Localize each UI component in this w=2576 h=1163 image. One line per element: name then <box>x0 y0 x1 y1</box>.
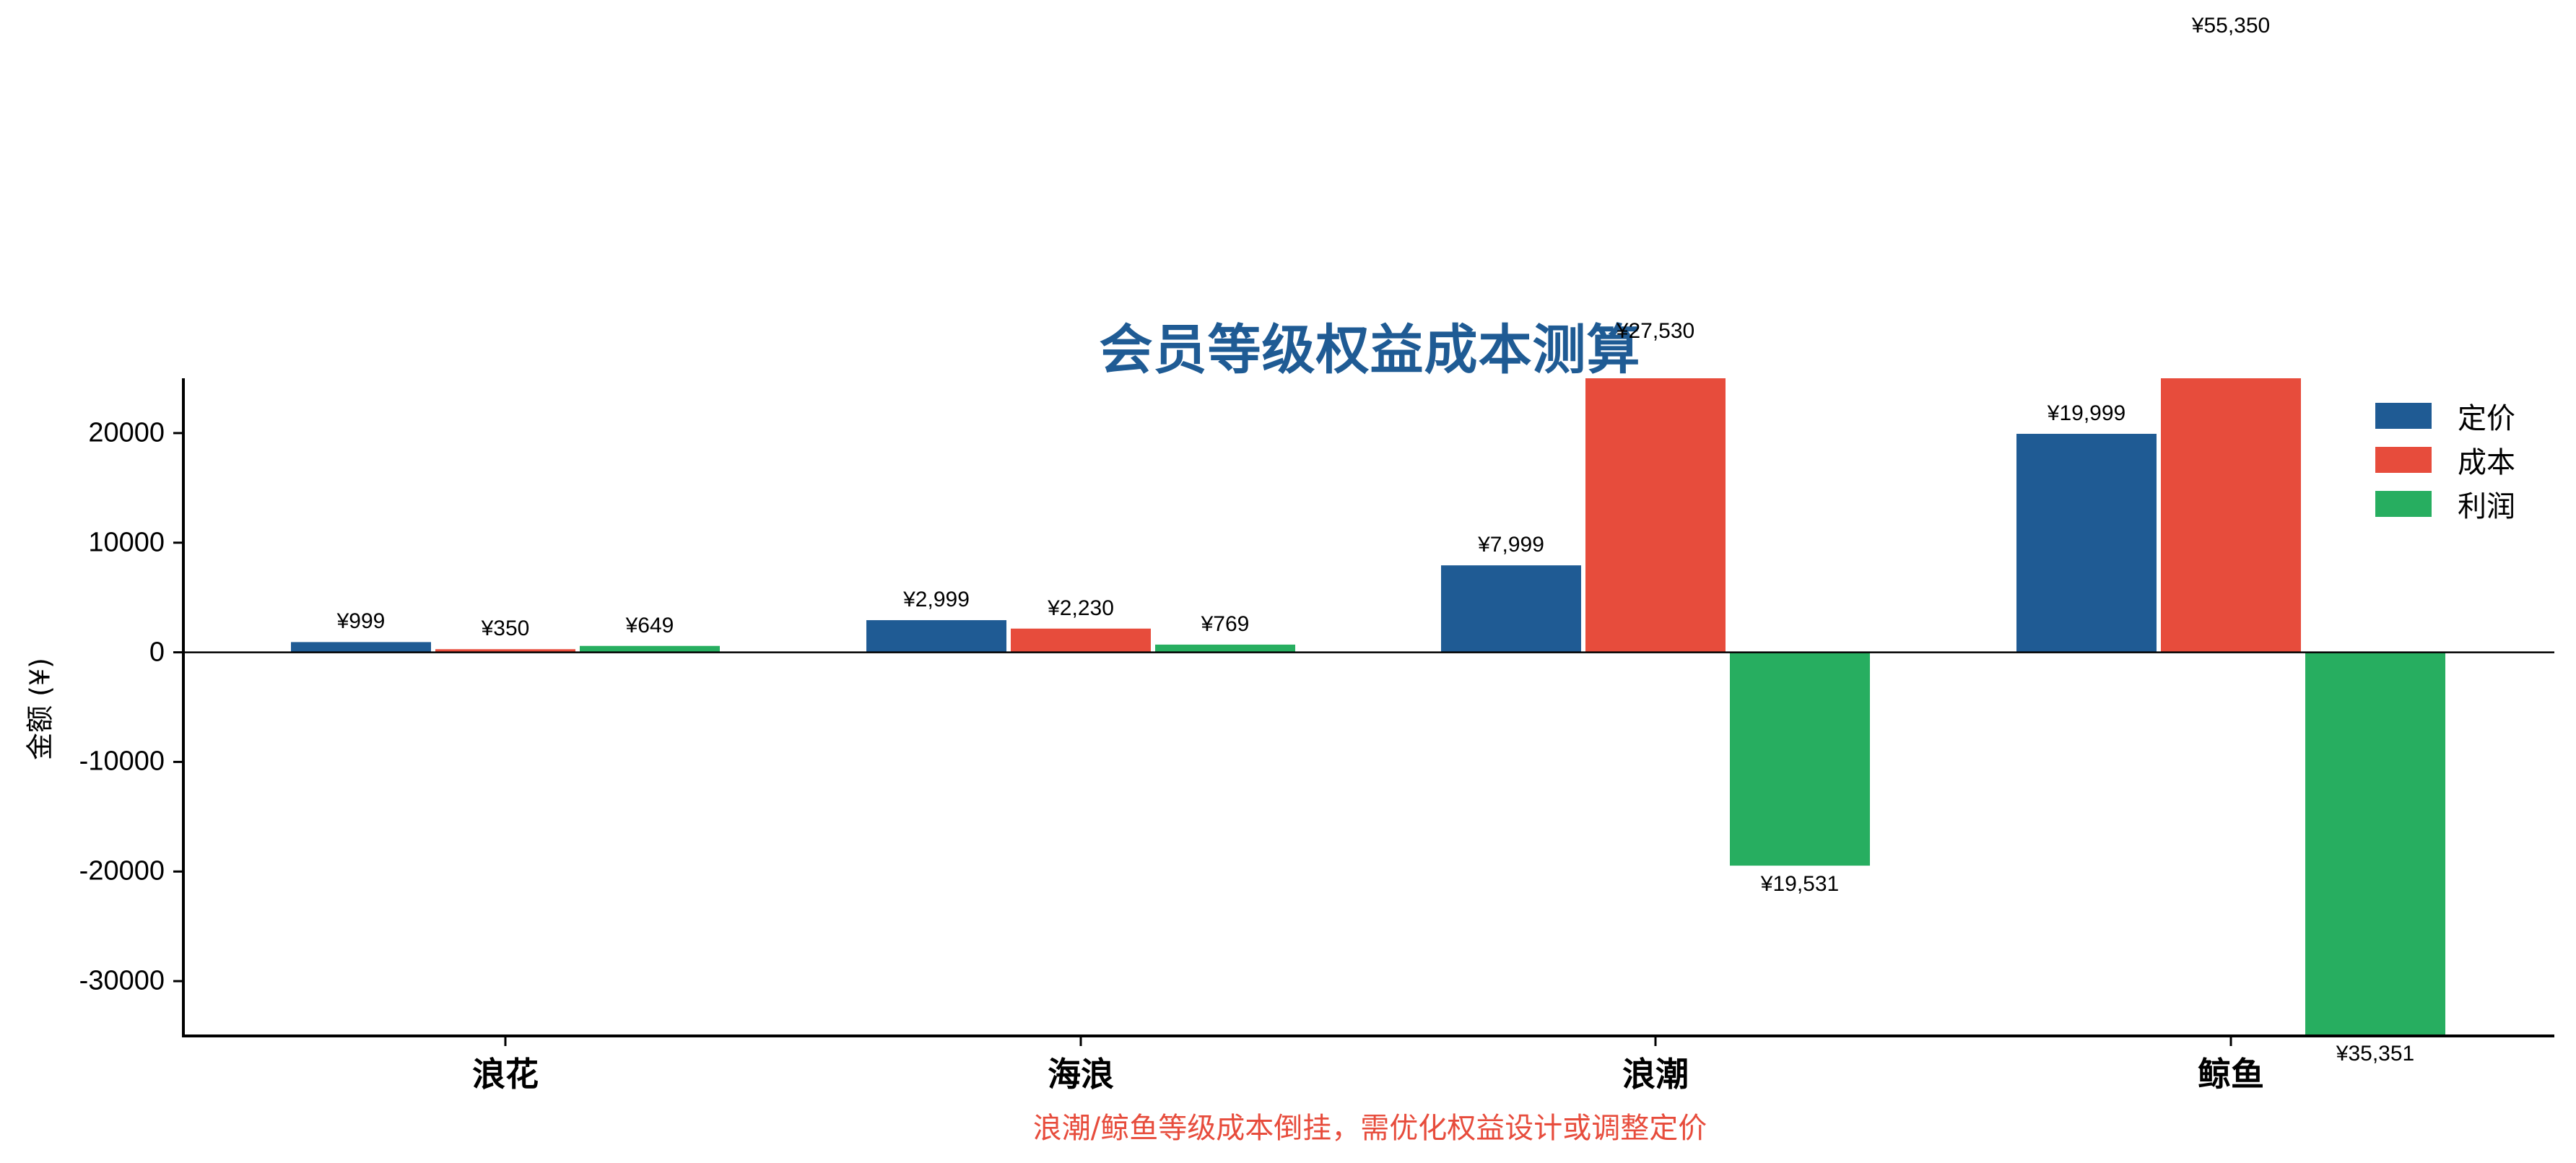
legend: 定价 成本 利润 <box>2375 393 2515 526</box>
bar-value-label: ¥2,230 <box>1048 596 1114 620</box>
bar-2-0 <box>578 644 721 653</box>
bar-value-label: ¥999 <box>336 609 386 634</box>
legend-label-profit: 利润 <box>2458 489 2515 523</box>
bar-value-label: ¥769 <box>1201 611 1250 636</box>
bar-value-label: ¥7,999 <box>1478 533 1544 557</box>
x-tick-label: 海浪 <box>1048 1055 1114 1094</box>
bar-value-label: ¥350 <box>481 617 530 641</box>
bar-value-label: ¥19,531 <box>1760 872 1840 897</box>
bar-2-2 <box>1728 651 1871 868</box>
bar-1-3 <box>2159 378 2302 653</box>
x-tick-label: 浪潮 <box>1622 1055 1689 1094</box>
bar-0-2 <box>1440 564 1583 653</box>
axes-group <box>173 378 2554 1046</box>
legend-swatch-profit <box>2375 490 2432 517</box>
legend-swatch-price <box>2375 402 2432 429</box>
bar-0-0 <box>290 640 432 653</box>
legend-item-profit: 利润 <box>2375 482 2515 526</box>
y-tick-label: -10000 <box>79 746 165 777</box>
chart-title: 会员等级权益成本测算 <box>1099 319 1641 381</box>
y-axis-label: 金额 (¥) <box>24 658 56 760</box>
bar-value-label: ¥55,350 <box>2191 14 2271 38</box>
chart-annotation-note: 浪潮/鲸鱼等级成本倒挂，需优化权益设计或调整定价 <box>1032 1112 1707 1145</box>
bars-group <box>290 378 2447 1036</box>
y-tick-label: -30000 <box>79 965 165 996</box>
legend-item-price: 定价 <box>2375 393 2515 437</box>
legend-item-cost: 成本 <box>2375 437 2515 482</box>
bar-0-3 <box>2015 432 2158 653</box>
legend-swatch-cost <box>2375 446 2432 473</box>
legend-label-cost: 成本 <box>2458 445 2515 479</box>
bar-1-2 <box>1584 378 1727 653</box>
y-tick-label: 20000 <box>88 417 165 448</box>
bar-1-1 <box>1009 627 1152 653</box>
bar-value-label: ¥35,351 <box>2336 1042 2415 1066</box>
y-tick-label: 10000 <box>88 527 165 558</box>
bar-2-3 <box>2304 651 2447 1036</box>
y-tick-label: 0 <box>149 637 165 668</box>
bar-2-1 <box>1154 643 1297 653</box>
y-tick-label: -20000 <box>79 855 165 887</box>
bar-value-label: ¥19,999 <box>2047 401 2126 425</box>
x-tick-label: 浪花 <box>472 1055 539 1094</box>
legend-label-price: 定价 <box>2458 401 2515 435</box>
x-tick-label: 鲸鱼 <box>2198 1055 2264 1094</box>
bar-value-label: ¥649 <box>625 613 674 637</box>
bar-0-1 <box>865 619 1008 653</box>
bar-value-label: ¥2,999 <box>903 588 970 612</box>
bar-value-label: ¥27,530 <box>1616 318 1695 343</box>
